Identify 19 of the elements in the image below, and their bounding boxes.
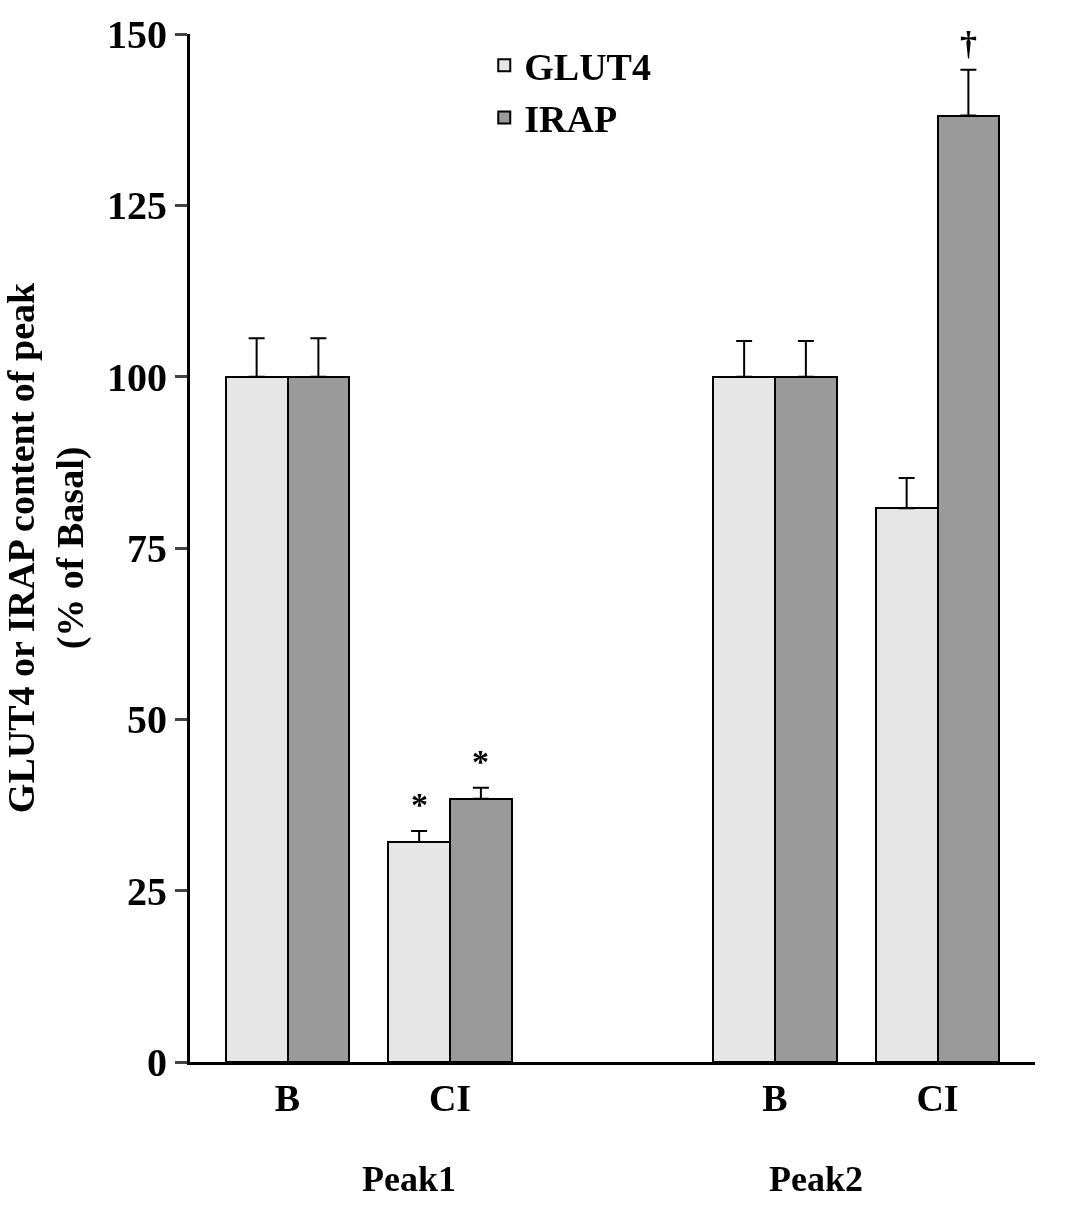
y-tick-label: 0 xyxy=(147,1040,167,1085)
text: Peak1 xyxy=(362,1159,456,1199)
y-tick-label: 75 xyxy=(127,526,167,571)
legend-label: IRAP xyxy=(524,98,618,141)
x-tick-label: CI xyxy=(428,1076,472,1119)
x-tick-label: CI xyxy=(916,1076,959,1119)
legend-label: GLUT4 xyxy=(524,46,651,89)
y-tick-label: 125 xyxy=(107,183,167,229)
annotation: * xyxy=(411,786,428,823)
y-tick-label: 50 xyxy=(127,697,167,743)
text: Peak2 xyxy=(769,1159,863,1199)
annotation: † xyxy=(960,25,977,62)
annotation: * xyxy=(472,743,489,780)
y-axis-title: GLUT4 or IRAP content of peak (% of Basal) xyxy=(0,282,93,814)
y-tick-label: 25 xyxy=(127,868,167,914)
y-tick-label: 150 xyxy=(107,12,167,57)
x-tick-label: B xyxy=(762,1076,788,1119)
y-tick-label: 100 xyxy=(107,354,167,400)
x-tick-label: B xyxy=(274,1076,301,1119)
